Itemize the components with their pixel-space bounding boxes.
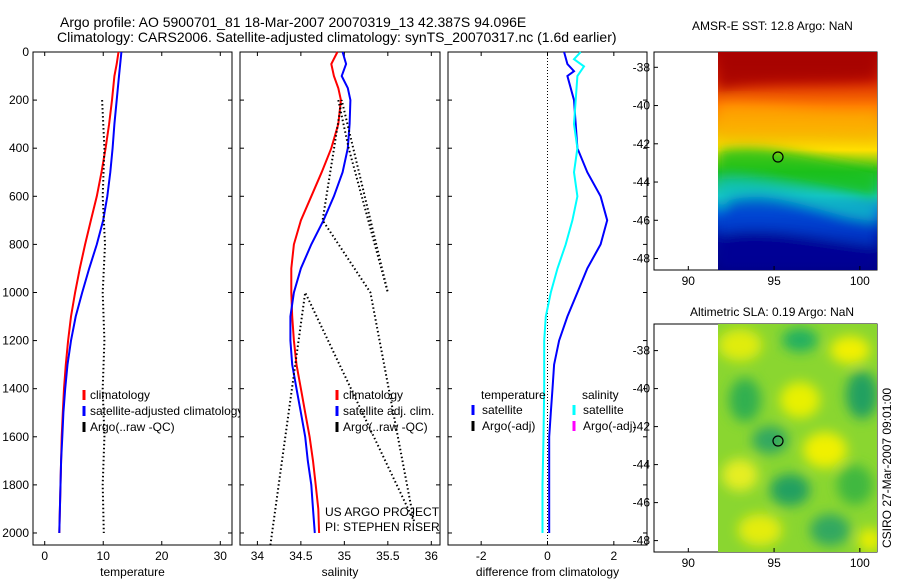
x-tick-label: 20 bbox=[155, 549, 169, 563]
panel-frame bbox=[32, 51, 233, 546]
map-y-tick-label: -44 bbox=[633, 458, 651, 472]
profile-panels: 0 10 20 30020040060080010001200140016001800… bbox=[2, 45, 648, 579]
map-y-tick-label: -38 bbox=[633, 60, 651, 74]
map-x-tick-label: 90 bbox=[682, 556, 696, 570]
map-y-tick-label: -46 bbox=[633, 496, 651, 510]
x-tick-label: 35.5 bbox=[376, 549, 400, 563]
legend-label: Argo(..raw -QC) bbox=[343, 420, 428, 434]
x-axis-label: temperature bbox=[100, 565, 165, 579]
map-y-tick-label: -44 bbox=[633, 175, 651, 189]
x-tick-label: 34.5 bbox=[289, 549, 313, 563]
sla-map: 90 95 100 -38 -40 -42 -44 -46 -48 bbox=[633, 323, 878, 570]
x-tick-label: 36 bbox=[425, 549, 439, 563]
series-line-temperature-satellite bbox=[548, 51, 609, 533]
map-x-tick-label: 100 bbox=[850, 274, 870, 288]
map-y-tick-label: -48 bbox=[633, 252, 651, 266]
series-line-satellite-adj-clim bbox=[289, 51, 352, 534]
legend-label: satellite-adjusted climatology bbox=[90, 404, 243, 418]
figure-title-line-1: Argo profile: AO 5900701_81 18-Mar-2007 … bbox=[60, 14, 527, 30]
sla-field bbox=[718, 324, 877, 552]
map-y-tick-label: -42 bbox=[633, 420, 651, 434]
map-x-tick-label: 100 bbox=[850, 556, 870, 570]
y-tick-label: 1600 bbox=[2, 430, 29, 444]
x-tick-label: 0 bbox=[544, 549, 551, 563]
sst-argo-marker bbox=[772, 151, 784, 163]
map-y-tick-label: -40 bbox=[633, 382, 651, 396]
x-tick-label: 10 bbox=[97, 549, 111, 563]
x-tick-label: 35 bbox=[338, 549, 352, 563]
x-tick-label: 2 bbox=[610, 549, 617, 563]
x-tick-label: 34 bbox=[251, 549, 265, 563]
map-y-tick-label: -40 bbox=[633, 99, 651, 113]
y-tick-label: 200 bbox=[9, 93, 29, 107]
legend-label: climatology bbox=[90, 388, 150, 402]
legend-label: Argo(-adj) bbox=[583, 419, 636, 433]
profile-panel-1: 0 10 20 30 0 200 400 600 800 1000 1200 1400 1600 1800… bbox=[2, 45, 243, 579]
x-tick-label: 0 bbox=[41, 549, 48, 563]
series-line-argo-raw-qc bbox=[101, 100, 107, 534]
map-x-tick-label: 95 bbox=[767, 274, 781, 288]
sla-argo-marker bbox=[772, 435, 784, 447]
sst-field bbox=[718, 52, 877, 270]
map-y-tick-label: -38 bbox=[633, 344, 651, 358]
map-x-tick-label: 90 bbox=[682, 274, 696, 288]
figure-title-line-2: Climatology: CARS2006. Satellite-adjuste… bbox=[57, 29, 617, 45]
x-axis-label: salinity bbox=[322, 565, 359, 579]
legend-label: satellite adj. clim. bbox=[343, 404, 434, 418]
legend-label: satellite bbox=[583, 403, 624, 417]
credit-line-1: US ARGO PROJECT bbox=[325, 505, 440, 519]
sla-map-ticks: 90 95 100 -38 -40 -42 -44 -46 -48 bbox=[633, 344, 871, 570]
sla-map-title: Altimetric SLA: 0.19 Argo: NaN bbox=[690, 305, 855, 319]
sst-map-ticks: 90 95 100 -38 -40 -42 -44 -46 -48 bbox=[633, 60, 871, 288]
y-tick-label: 400 bbox=[9, 141, 29, 155]
profile-panel-3: -2 0 2 difference from climatology temperatu… bbox=[447, 51, 648, 579]
y-tick-label: 1800 bbox=[2, 478, 29, 492]
map-y-tick-label: -42 bbox=[633, 137, 651, 151]
y-tick-label: 600 bbox=[9, 189, 29, 203]
legend-label: Argo(..raw -QC) bbox=[90, 420, 175, 434]
map-y-tick-label: -48 bbox=[633, 534, 651, 548]
x-tick-label: -2 bbox=[476, 549, 487, 563]
series-line-satellite-adjusted-climatology bbox=[58, 51, 123, 534]
legend-label: Argo(-adj) bbox=[482, 419, 535, 433]
profile-panel-2: 34 34.5 35 35.5 36 salinity climatology satelli… bbox=[239, 51, 441, 579]
legend-label: climatology bbox=[343, 388, 403, 402]
legend-header-salinity: salinity bbox=[582, 388, 619, 402]
panel-frame bbox=[239, 51, 441, 546]
series-line-climatology bbox=[290, 51, 342, 534]
credit-line-2: PI: STEPHEN RISER bbox=[325, 520, 440, 534]
legend-header-temperature: temperature bbox=[481, 388, 546, 402]
y-tick-label: 1000 bbox=[2, 285, 29, 299]
sst-map: 90 95 100 -38 -40 -42 -44 -46 -48 bbox=[633, 51, 878, 288]
legend-label: satellite bbox=[482, 403, 523, 417]
y-tick-label: 800 bbox=[9, 237, 29, 251]
y-tick-label: 2000 bbox=[2, 526, 29, 540]
sst-map-title: AMSR-E SST: 12.8 Argo: NaN bbox=[692, 19, 853, 33]
series-line-salinity-satellite bbox=[541, 51, 586, 533]
map-y-tick-label: -46 bbox=[633, 213, 651, 227]
y-tick-label: 1200 bbox=[2, 334, 29, 348]
x-tick-label: 30 bbox=[214, 549, 228, 563]
y-tick-label: 1400 bbox=[2, 382, 29, 396]
y-tick-label: 0 bbox=[22, 45, 29, 59]
x-axis-label: difference from climatology bbox=[476, 565, 619, 579]
map-x-tick-label: 95 bbox=[767, 556, 781, 570]
